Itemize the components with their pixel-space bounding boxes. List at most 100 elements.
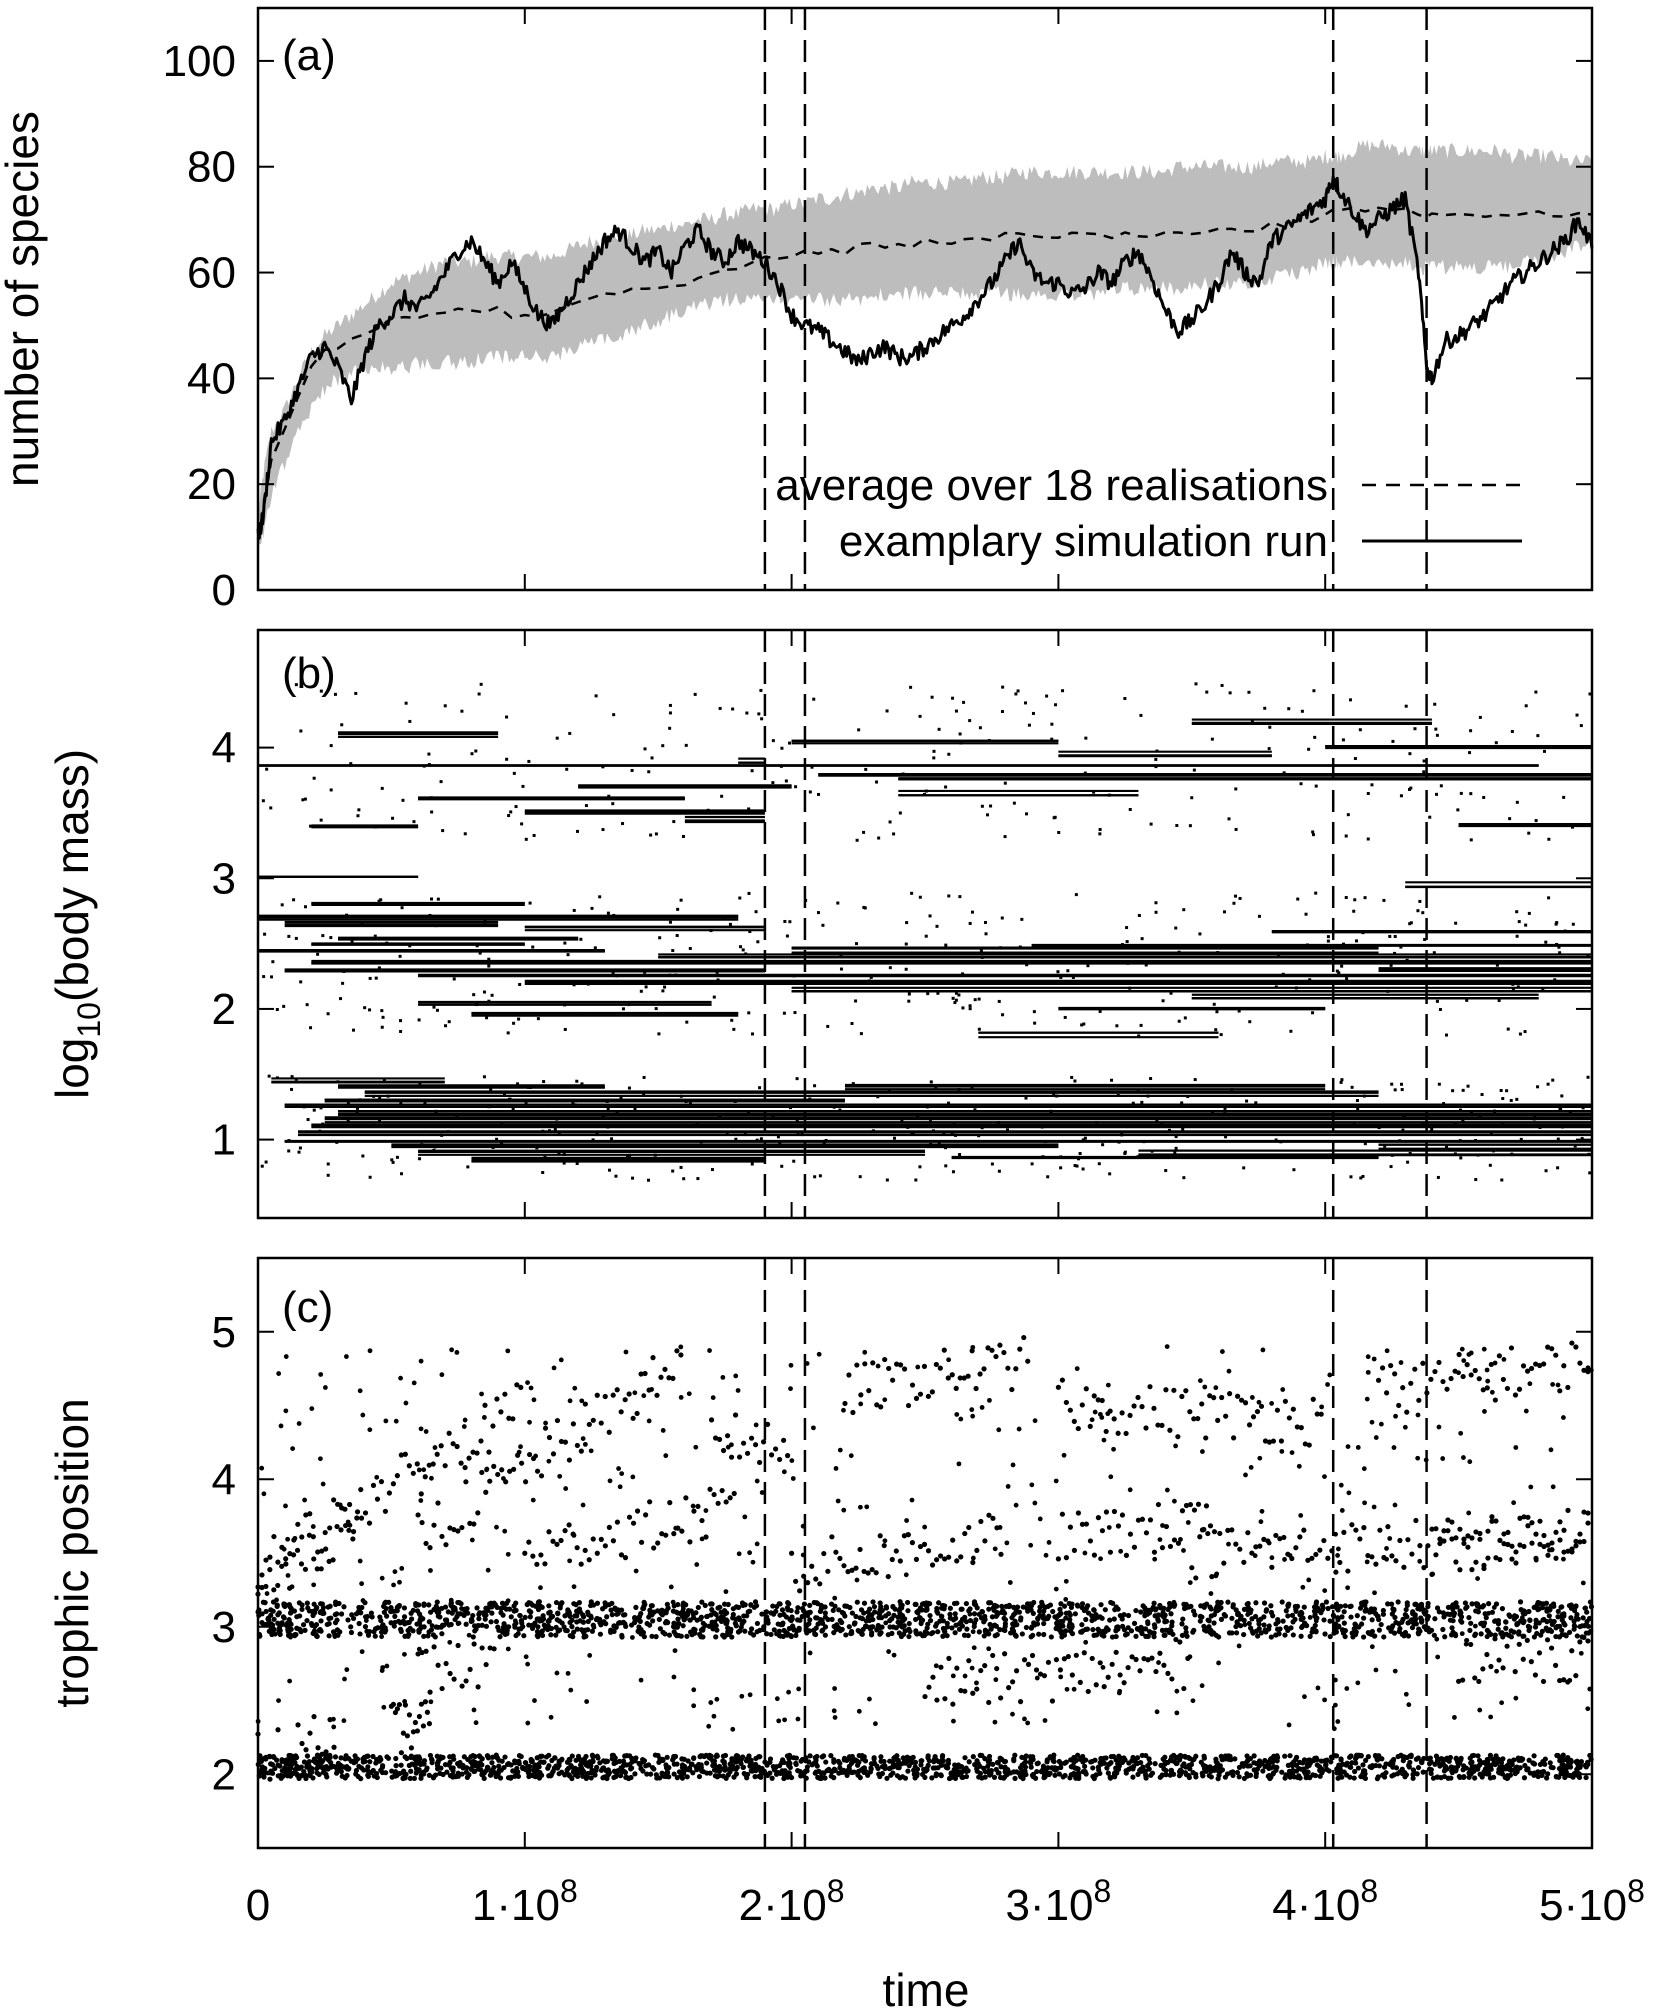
data-point: [816, 911, 820, 915]
data-point: [671, 1620, 677, 1626]
data-point: [890, 1603, 896, 1610]
data-point: [408, 1768, 414, 1774]
data-point: [907, 999, 911, 1003]
data-point: [1469, 1769, 1475, 1776]
data-point: [1378, 1621, 1384, 1628]
data-point: [835, 1758, 842, 1764]
data-point: [1266, 1623, 1272, 1629]
data-point: [1136, 1089, 1140, 1093]
data-point: [1228, 1769, 1234, 1776]
data-point: [494, 1604, 500, 1610]
data-point: [878, 1630, 884, 1636]
data-point: [512, 771, 516, 775]
data-point: [565, 1607, 571, 1613]
data-point: [1472, 1632, 1478, 1639]
data-point: [507, 814, 511, 818]
data-point: [471, 960, 475, 964]
data-point: [316, 952, 320, 956]
data-point: [748, 1761, 754, 1767]
data-point: [1020, 917, 1024, 921]
data-point: [1536, 734, 1540, 738]
data-point: [666, 1765, 672, 1771]
data-point: [1454, 921, 1458, 925]
data-point: [961, 972, 965, 976]
data-point: [502, 1093, 506, 1097]
data-point: [539, 1604, 545, 1610]
data-point: [611, 971, 615, 975]
data-point: [916, 1115, 920, 1119]
data-point: [556, 1771, 562, 1777]
data-point: [566, 1522, 572, 1528]
data-point: [1311, 945, 1315, 949]
data-point: [332, 1611, 338, 1618]
data-point: [1340, 1078, 1344, 1082]
data-point: [567, 1757, 573, 1763]
data-point: [1491, 1774, 1497, 1780]
data-point: [472, 1753, 478, 1760]
data-point: [466, 1455, 472, 1461]
data-point: [408, 944, 412, 948]
data-point: [1048, 1634, 1054, 1640]
data-point: [753, 1768, 759, 1774]
data-point: [362, 1624, 369, 1630]
data-point: [528, 1086, 532, 1090]
data-point: [1258, 1630, 1264, 1636]
data-point: [312, 1108, 316, 1112]
data-point: [1553, 978, 1557, 982]
data-point: [888, 966, 892, 970]
data-point: [1392, 1614, 1398, 1621]
data-point: [643, 970, 647, 974]
data-point: [1023, 1624, 1030, 1631]
data-point: [634, 1410, 640, 1417]
data-point: [809, 1563, 815, 1569]
data-point: [1580, 1615, 1586, 1621]
data-point: [743, 1133, 747, 1137]
data-point: [759, 1770, 765, 1776]
data-point: [1555, 1614, 1561, 1620]
data-point: [1402, 1612, 1408, 1618]
data-point: [1074, 893, 1078, 897]
data-point: [1328, 1759, 1334, 1765]
data-point: [475, 944, 479, 948]
data-point: [1515, 910, 1519, 914]
data-point: [1420, 1769, 1426, 1775]
data-point: [1406, 1160, 1410, 1164]
data-point: [1385, 1601, 1391, 1607]
data-point: [578, 1561, 584, 1567]
data-point: [531, 1622, 537, 1628]
data-point: [1280, 1618, 1286, 1624]
data-point: [1059, 1166, 1063, 1170]
data-point: [779, 1607, 786, 1613]
data-point: [785, 934, 789, 938]
data-point: [1363, 1757, 1369, 1764]
data-point: [713, 1753, 719, 1759]
data-point: [1428, 1767, 1434, 1773]
data-point: [398, 1452, 404, 1458]
data-point: [319, 818, 323, 822]
data-point: [594, 1392, 600, 1398]
data-point: [976, 1774, 982, 1780]
data-point: [760, 1149, 764, 1153]
data-point: [1020, 1604, 1026, 1610]
data-point: [760, 717, 764, 721]
data-point: [1040, 1125, 1044, 1129]
data-point: [1359, 1176, 1363, 1180]
data-point: [747, 1110, 751, 1114]
data-point: [545, 1765, 551, 1771]
data-point: [661, 744, 665, 748]
data-point: [431, 1522, 437, 1528]
data-point: [346, 1501, 353, 1508]
data-point: [1221, 1612, 1227, 1618]
data-point: [907, 1628, 913, 1635]
data-point: [885, 709, 889, 713]
data-point: [1393, 951, 1397, 955]
data-point: [1441, 1614, 1447, 1620]
y-axis-title-subscript: 10: [71, 1002, 107, 1038]
data-point: [1148, 1772, 1154, 1778]
data-point: [1441, 1773, 1448, 1780]
data-point: [982, 1627, 988, 1633]
data-point: [1377, 1126, 1381, 1130]
data-point: [550, 1538, 556, 1544]
data-point: [446, 1430, 452, 1436]
data-point: [514, 1382, 520, 1388]
